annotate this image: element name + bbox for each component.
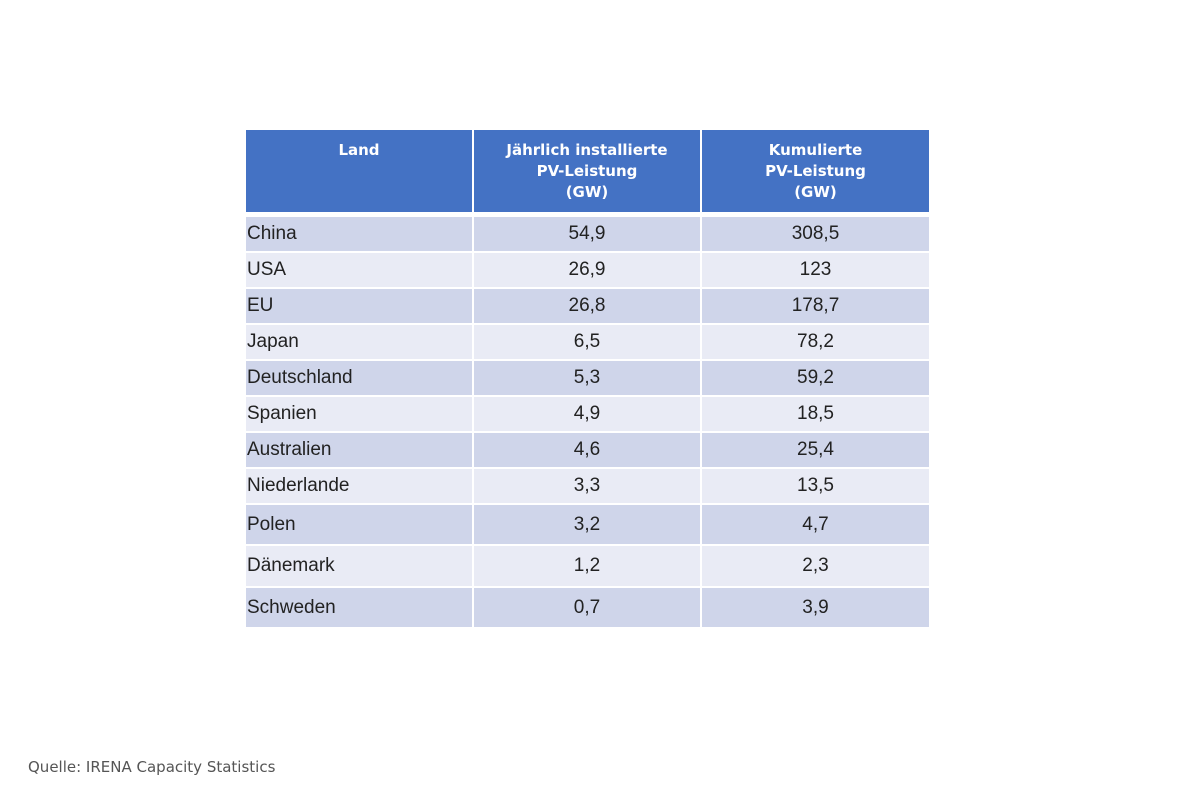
table-row: Schweden 0,7 3,9 (246, 588, 929, 629)
cell-land: Niederlande (246, 469, 474, 505)
table-header-row: Land Jährlich installierte PV-Leistung (… (246, 130, 929, 217)
cell-land: Spanien (246, 397, 474, 433)
header-line: (GW) (794, 183, 837, 201)
cell-annual-capacity: 3,2 (474, 505, 702, 546)
cell-cumulative-capacity: 308,5 (702, 217, 929, 253)
header-line: Jährlich installierte (506, 141, 668, 159)
cell-annual-capacity: 54,9 (474, 217, 702, 253)
cell-land: Japan (246, 325, 474, 361)
cell-cumulative-capacity: 4,7 (702, 505, 929, 546)
cell-land: Dänemark (246, 546, 474, 588)
header-annual-capacity: Jährlich installierte PV-Leistung (GW) (474, 130, 702, 217)
header-line: Land (338, 141, 380, 159)
cell-land: Schweden (246, 588, 474, 629)
table-row: Deutschland 5,3 59,2 (246, 361, 929, 397)
table-row: Australien 4,6 25,4 (246, 433, 929, 469)
header-cumulative-capacity: Kumulierte PV-Leistung (GW) (702, 130, 929, 217)
cell-land: Deutschland (246, 361, 474, 397)
cell-annual-capacity: 5,3 (474, 361, 702, 397)
cell-annual-capacity: 0,7 (474, 588, 702, 629)
table-body: China 54,9 308,5 USA 26,9 123 EU 26,8 178,7 Japan… (246, 217, 929, 629)
cell-annual-capacity: 3,3 (474, 469, 702, 505)
header-land: Land (246, 130, 474, 217)
cell-land: EU (246, 289, 474, 325)
cell-cumulative-capacity: 3,9 (702, 588, 929, 629)
table-row: USA 26,9 123 (246, 253, 929, 289)
cell-cumulative-capacity: 25,4 (702, 433, 929, 469)
cell-annual-capacity: 4,9 (474, 397, 702, 433)
cell-land: Polen (246, 505, 474, 546)
cell-cumulative-capacity: 123 (702, 253, 929, 289)
header-line: (GW) (565, 183, 609, 201)
cell-cumulative-capacity: 78,2 (702, 325, 929, 361)
source-note: Quelle: IRENA Capacity Statistics (28, 758, 276, 776)
table-row: Polen 3,2 4,7 (246, 505, 929, 546)
cell-land: USA (246, 253, 474, 289)
cell-annual-capacity: 26,8 (474, 289, 702, 325)
header-line: PV-Leistung (536, 162, 638, 180)
cell-cumulative-capacity: 18,5 (702, 397, 929, 433)
table-row: EU 26,8 178,7 (246, 289, 929, 325)
cell-land: China (246, 217, 474, 253)
table-row: Niederlande 3,3 13,5 (246, 469, 929, 505)
cell-annual-capacity: 26,9 (474, 253, 702, 289)
cell-annual-capacity: 6,5 (474, 325, 702, 361)
cell-annual-capacity: 1,2 (474, 546, 702, 588)
pv-capacity-table: Land Jährlich installierte PV-Leistung (… (246, 130, 929, 629)
table-row: China 54,9 308,5 (246, 217, 929, 253)
cell-cumulative-capacity: 59,2 (702, 361, 929, 397)
cell-land: Australien (246, 433, 474, 469)
header-line: Kumulierte (768, 141, 863, 159)
cell-cumulative-capacity: 178,7 (702, 289, 929, 325)
cell-cumulative-capacity: 13,5 (702, 469, 929, 505)
cell-cumulative-capacity: 2,3 (702, 546, 929, 588)
table-row: Dänemark 1,2 2,3 (246, 546, 929, 588)
table-row: Spanien 4,9 18,5 (246, 397, 929, 433)
table-row: Japan 6,5 78,2 (246, 325, 929, 361)
header-line: PV-Leistung (765, 162, 866, 180)
cell-annual-capacity: 4,6 (474, 433, 702, 469)
